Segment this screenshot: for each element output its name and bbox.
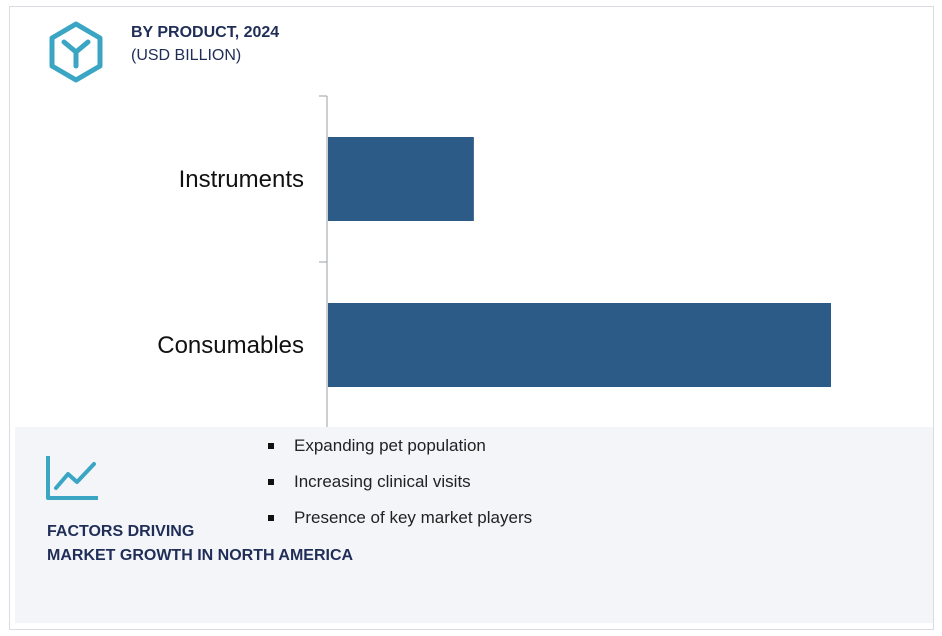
bullet-icon bbox=[268, 479, 274, 485]
factor-text: Presence of key market players bbox=[294, 508, 533, 527]
factor-item: Presence of key market players bbox=[268, 506, 532, 542]
factors-title-line2: MARKET GROWTH IN NORTH AMERICA bbox=[47, 547, 354, 564]
chart-subtitle: (USD BILLION) bbox=[131, 47, 242, 64]
bullet-icon bbox=[268, 515, 274, 521]
factors-list: Expanding pet population Increasing clin… bbox=[268, 434, 532, 542]
bullet-icon bbox=[268, 443, 274, 449]
factors-panel bbox=[15, 427, 933, 623]
hexagon-y-icon bbox=[49, 21, 103, 83]
trend-line-icon bbox=[46, 456, 98, 500]
chart-title: BY PRODUCT, 2024 bbox=[131, 24, 280, 41]
bar-consumables bbox=[328, 303, 831, 387]
category-label-consumables: Consumables bbox=[157, 332, 304, 359]
factor-text: Expanding pet population bbox=[294, 436, 486, 455]
factors-title: FACTORS DRIVING MARKET GROWTH IN NORTH A… bbox=[47, 520, 353, 568]
factor-text: Increasing clinical visits bbox=[294, 472, 471, 491]
factor-item: Expanding pet population bbox=[268, 434, 532, 470]
bar-instruments bbox=[328, 137, 474, 221]
factor-item: Increasing clinical visits bbox=[268, 470, 532, 506]
category-label-instruments: Instruments bbox=[179, 166, 304, 193]
factors-title-line1: FACTORS DRIVING bbox=[47, 523, 195, 540]
